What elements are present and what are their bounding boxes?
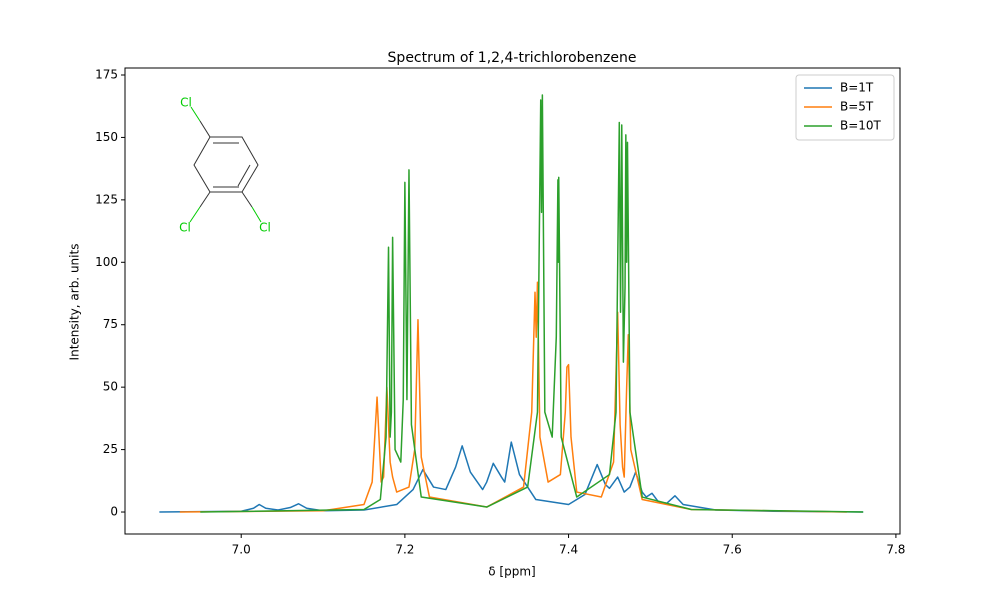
line-series <box>159 441 864 513</box>
x-axis-label: δ [ppm] <box>488 565 535 579</box>
y-tick-label: 125 <box>95 192 118 206</box>
x-tick-label: 7.0 <box>232 543 251 557</box>
bond <box>190 106 201 122</box>
bond <box>189 206 201 223</box>
atom-label: Cl <box>179 221 191 235</box>
chart-title: Spectrum of 1,2,4-trichlorobenzene <box>388 50 637 66</box>
line-series <box>200 94 864 513</box>
bond <box>199 191 211 208</box>
x-tick-label: 7.8 <box>886 543 905 557</box>
legend-box <box>795 74 895 141</box>
x-tick-label: 7.4 <box>559 543 578 557</box>
y-axis-label: Intensity, arb. units <box>68 244 82 361</box>
y-tick-label: 50 <box>103 380 118 394</box>
bond <box>251 206 262 223</box>
x-tick-label: 7.2 <box>395 543 414 557</box>
legend-label: B=5T <box>840 100 874 114</box>
legend-label: B=10T <box>840 119 882 133</box>
y-tick-label: 150 <box>95 130 118 144</box>
double-bond <box>237 164 251 187</box>
atom-label: Cl <box>180 96 192 110</box>
atom-label: Cl <box>259 221 271 235</box>
molecule <box>189 106 262 223</box>
legend-label: B=1T <box>840 81 874 95</box>
bond <box>241 191 253 208</box>
y-tick-label: 0 <box>110 505 118 519</box>
y-tick-label: 25 <box>103 442 118 456</box>
y-tick-label: 175 <box>95 67 118 81</box>
bond <box>199 120 211 138</box>
x-tick-label: 7.6 <box>723 543 742 557</box>
y-tick-label: 75 <box>103 317 118 331</box>
plot-frame <box>124 67 901 535</box>
y-tick-label: 100 <box>95 255 118 269</box>
